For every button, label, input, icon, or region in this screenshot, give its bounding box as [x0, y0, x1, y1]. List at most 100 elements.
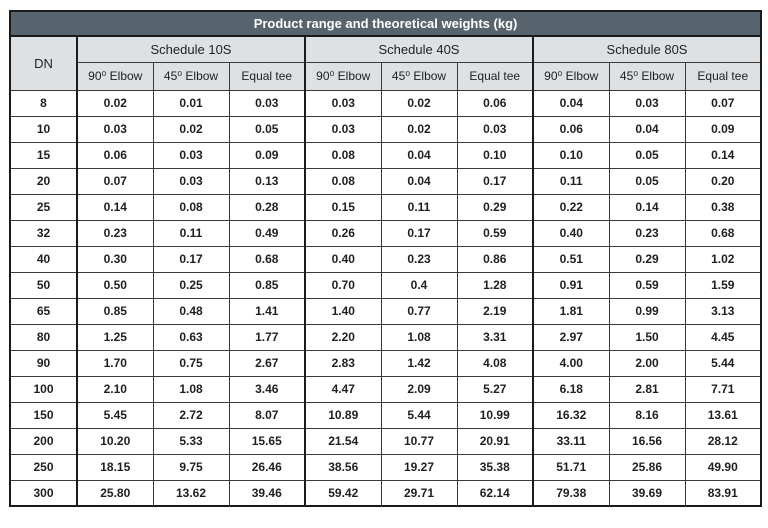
weight-cell: 10.77	[380, 427, 458, 455]
weight-cell: 35.38	[456, 453, 534, 481]
table-row: 250 18.15 9.75 26.46 38.56 19.27 35.38 51.71 25.…	[9, 453, 762, 481]
weight-cell: 0.10	[532, 141, 610, 169]
dn-cell: 90	[9, 349, 78, 377]
title-row: Product range and theoretical weights (k…	[9, 10, 762, 37]
dn-cell: 150	[9, 401, 78, 429]
weight-cell: 0.03	[228, 89, 306, 117]
sub-header-row: 90⁰ Elbow 45⁰ Elbow Equal tee 90⁰ Elbow …	[10, 61, 762, 91]
weight-cell: 10.20	[76, 427, 154, 455]
weight-cell: 62.14	[456, 479, 534, 507]
weight-cell: 0.15	[304, 193, 382, 221]
weight-cell: 0.22	[532, 193, 610, 221]
weight-cell: 0.08	[152, 193, 230, 221]
dn-cell: 200	[9, 427, 78, 455]
weight-cell: 59.42	[304, 479, 382, 507]
weight-cell: 18.15	[76, 453, 154, 481]
table-row: 10 0.03 0.02 0.05 0.03 0.02 0.03 0.06 0.04 0.09	[9, 115, 762, 143]
weight-cell: 0.70	[304, 271, 382, 299]
weight-cell: 21.54	[304, 427, 382, 455]
weight-cell: 5.44	[684, 349, 762, 377]
table-row: 150 5.45 2.72 8.07 10.89 5.44 10.99 16.32 8.16 13…	[9, 401, 762, 429]
weight-cell: 0.10	[456, 141, 534, 169]
weight-cell: 0.11	[380, 193, 458, 221]
dn-cell: 15	[9, 141, 78, 169]
col-header-equal-tee: Equal tee	[228, 61, 306, 91]
weight-cell: 0.14	[76, 193, 154, 221]
weight-cell: 0.07	[684, 89, 762, 117]
weight-cell: 2.72	[152, 401, 230, 429]
weight-cell: 0.03	[304, 89, 382, 117]
table-row: 40 0.30 0.17 0.68 0.40 0.23 0.86 0.51 0.29 1.02	[9, 245, 762, 273]
weight-cell: 1.28	[456, 271, 534, 299]
weight-cell: 16.56	[608, 427, 686, 455]
col-header-90-elbow: 90⁰ Elbow	[304, 61, 382, 91]
table-row: 300 25.80 13.62 39.46 59.42 29.71 62.14 79.38 39…	[9, 479, 762, 507]
col-header-45-elbow: 45⁰ Elbow	[608, 61, 686, 91]
weight-cell: 0.29	[608, 245, 686, 273]
weight-cell: 0.06	[76, 141, 154, 169]
weight-cell: 1.08	[380, 323, 458, 351]
weight-cell: 0.03	[76, 115, 154, 143]
weight-cell: 1.50	[608, 323, 686, 351]
weight-cell: 2.09	[380, 375, 458, 403]
table-row: 32 0.23 0.11 0.49 0.26 0.17 0.59 0.40 0.23 0.68	[9, 219, 762, 247]
weight-cell: 15.65	[228, 427, 306, 455]
weight-cell: 79.38	[532, 479, 610, 507]
weight-cell: 0.99	[608, 297, 686, 325]
weight-cell: 0.17	[152, 245, 230, 273]
weight-cell: 13.62	[152, 479, 230, 507]
weight-cell: 4.00	[532, 349, 610, 377]
table-title: Product range and theoretical weights (k…	[9, 10, 762, 37]
weight-cell: 49.90	[684, 453, 762, 481]
weight-cell: 39.46	[228, 479, 306, 507]
weight-cell: 0.11	[152, 219, 230, 247]
weight-cell: 0.05	[228, 115, 306, 143]
weight-cell: 83.91	[684, 479, 762, 507]
table-row: 20 0.07 0.03 0.13 0.08 0.04 0.17 0.11 0.05 0.20	[9, 167, 762, 195]
weight-cell: 13.61	[684, 401, 762, 429]
weight-cell: 38.56	[304, 453, 382, 481]
weight-cell: 0.06	[456, 89, 534, 117]
dn-cell: 300	[9, 479, 78, 507]
weight-cell: 1.02	[684, 245, 762, 273]
weight-cell: 0.40	[532, 219, 610, 247]
weight-cell: 0.49	[228, 219, 306, 247]
col-header-90-elbow: 90⁰ Elbow	[532, 61, 610, 91]
table-row: 80 1.25 0.63 1.77 2.20 1.08 3.31 2.97 1.50 4.45	[9, 323, 762, 351]
col-header-equal-tee: Equal tee	[456, 61, 534, 91]
weight-cell: 0.02	[380, 89, 458, 117]
dn-cell: 250	[9, 453, 78, 481]
weight-cell: 0.03	[152, 141, 230, 169]
weight-cell: 51.71	[532, 453, 610, 481]
weight-cell: 0.01	[152, 89, 230, 117]
weight-cell: 10.99	[456, 401, 534, 429]
weight-cell: 2.97	[532, 323, 610, 351]
weight-cell: 0.59	[456, 219, 534, 247]
dn-cell: 25	[9, 193, 78, 221]
dn-cell: 20	[9, 167, 78, 195]
weight-cell: 0.04	[608, 115, 686, 143]
table-row: 50 0.50 0.25 0.85 0.70 0.4 1.28 0.91 0.59 1.59	[9, 271, 762, 299]
weight-cell: 16.32	[532, 401, 610, 429]
weight-cell: 0.28	[228, 193, 306, 221]
weight-cell: 33.11	[532, 427, 610, 455]
weight-cell: 26.46	[228, 453, 306, 481]
weight-cell: 0.04	[380, 167, 458, 195]
weight-cell: 2.67	[228, 349, 306, 377]
weight-cell: 2.83	[304, 349, 382, 377]
weight-cell: 0.05	[608, 167, 686, 195]
dn-column-header: DN	[9, 35, 78, 91]
weight-cell: 5.27	[456, 375, 534, 403]
weight-cell: 0.50	[76, 271, 154, 299]
table-row: 8 0.02 0.01 0.03 0.03 0.02 0.06 0.04 0.03 0.07	[9, 89, 762, 117]
table-body: 8 0.02 0.01 0.03 0.03 0.02 0.06 0.04 0.03 0.07 10 0…	[9, 89, 762, 507]
weight-cell: 4.45	[684, 323, 762, 351]
schedule-80s-header: Schedule 80S	[531, 35, 762, 63]
col-header-90-elbow: 90⁰ Elbow	[76, 61, 154, 91]
weight-cell: 0.85	[228, 271, 306, 299]
weight-cell: 2.81	[608, 375, 686, 403]
weight-cell: 0.30	[76, 245, 154, 273]
weight-cell: 0.02	[76, 89, 154, 117]
weight-cell: 0.63	[152, 323, 230, 351]
weight-cell: 25.80	[76, 479, 154, 507]
